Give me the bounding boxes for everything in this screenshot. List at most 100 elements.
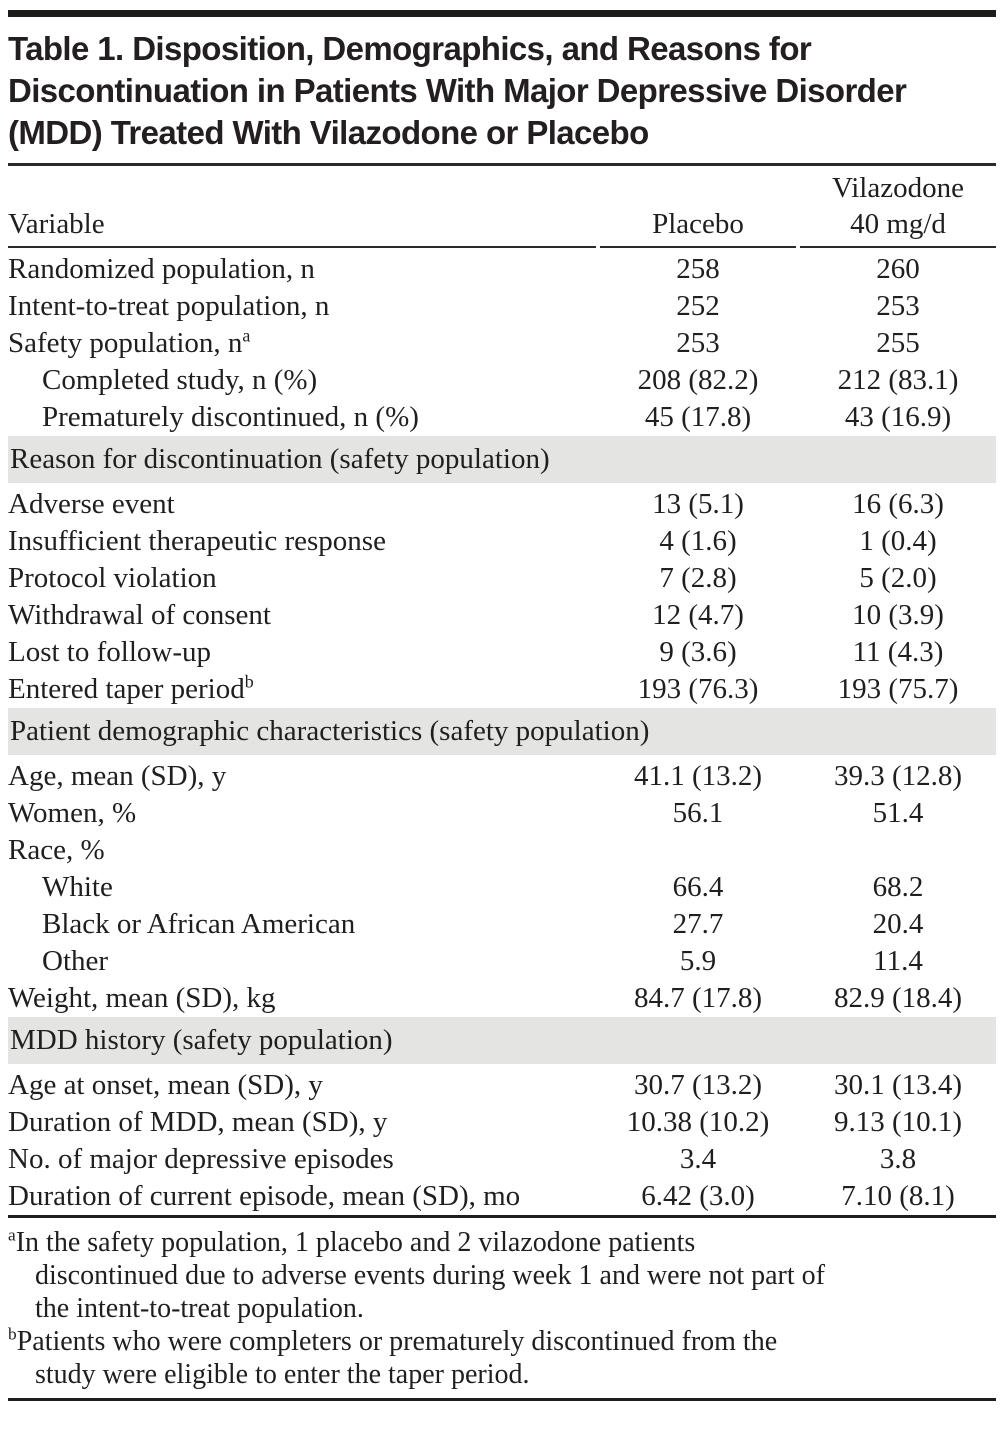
table-row: Other 5.9 11.4 <box>8 943 996 980</box>
row-label: Withdrawal of consent <box>8 599 271 631</box>
table-row: No. of major depressive episodes 3.4 3.8 <box>8 1141 996 1178</box>
placebo-value: 208 (82.2) <box>637 364 759 396</box>
table-row: Age, mean (SD), y 41.1 (13.2) 39.3 (12.8) <box>8 755 996 795</box>
top-rule <box>8 10 996 17</box>
header-vilazodone-line2: 40 mg/d <box>850 208 946 240</box>
placebo-value: 45 (17.8) <box>644 401 752 433</box>
placebo-value: 252 <box>676 290 720 322</box>
placebo-value: 66.4 <box>672 871 724 903</box>
section-label: MDD history (safety population) <box>8 1017 996 1064</box>
row-label: Women, % <box>8 797 137 829</box>
row-label: Weight, mean (SD), kg <box>8 982 276 1014</box>
vilazodone-value: 82.9 (18.4) <box>833 982 963 1014</box>
placebo-value: 6.42 (3.0) <box>641 1180 755 1212</box>
vilazodone-value: 193 (75.7) <box>837 673 959 705</box>
table-row: Lost to follow-up 9 (3.6) 11 (4.3) <box>8 634 996 671</box>
section-label: Reason for discontinuation (safety popul… <box>8 436 996 483</box>
vilazodone-value: 212 (83.1) <box>837 364 959 396</box>
row-label: Intent-to-treat population, n <box>8 290 330 322</box>
placebo-value: 13 (5.1) <box>652 488 744 520</box>
row-label: Randomized population, n <box>8 253 315 285</box>
table-title: Table 1. Disposition, Demographics, and … <box>8 28 996 166</box>
header-variable: Variable <box>8 170 596 248</box>
placebo-value: 41.1 (13.2) <box>633 760 763 792</box>
table-row: Prematurely discontinued, n (%) 45 (17.8)… <box>8 399 996 436</box>
footnote-line: aIn the safety population, 1 placebo and… <box>8 1225 696 1258</box>
row-label: Insufficient therapeutic response <box>8 525 386 557</box>
row-label: Duration of MDD, mean (SD), y <box>8 1106 388 1138</box>
row-label: White <box>42 871 113 903</box>
footnotes: aIn the safety population, 1 placebo and… <box>8 1218 996 1401</box>
data-table: Variable Placebo Vilazodone 40 mg/d Rand… <box>4 170 1000 1215</box>
table-title-line: (MDD) Treated With Vilazodone or Placebo <box>8 114 649 151</box>
vilazodone-value: 16 (6.3) <box>852 488 944 520</box>
row-label: Completed study, n (%) <box>42 364 318 396</box>
table-row: Insufficient therapeutic response 4 (1.6)… <box>8 523 996 560</box>
row-label: No. of major depressive episodes <box>8 1143 394 1175</box>
footnote-marker: b <box>244 671 254 692</box>
vilazodone-value: 10 (3.9) <box>852 599 944 631</box>
table-row: Completed study, n (%) 208 (82.2) 212 (83.… <box>8 362 996 399</box>
row-label: Adverse event <box>8 488 175 520</box>
table-row: Women, % 56.1 51.4 <box>8 795 996 832</box>
table-bottom-rule <box>8 1215 996 1218</box>
vilazodone-value: 11 (4.3) <box>852 636 944 668</box>
table-row: White 66.4 68.2 <box>8 869 996 906</box>
table-row: Duration of current episode, mean (SD), … <box>8 1178 996 1215</box>
table-row: Age at onset, mean (SD), y 30.7 (13.2) 30.… <box>8 1064 996 1104</box>
table-row: Intent-to-treat population, n 252 253 <box>8 288 996 325</box>
table-row: Duration of MDD, mean (SD), y 10.38 (10.2… <box>8 1104 996 1141</box>
table-row: Entered taper periodb 193 (76.3) 193 (75.7… <box>8 671 996 708</box>
section-label: Patient demographic characteristics (saf… <box>8 708 996 755</box>
vilazodone-value: 39.3 (12.8) <box>833 760 963 792</box>
table-row: Adverse event 13 (5.1) 16 (6.3) <box>8 483 996 523</box>
table-title-line: Table 1. Disposition, Demographics, and … <box>8 30 812 67</box>
placebo-value: 10.38 (10.2) <box>626 1106 770 1138</box>
footnote-line: study were eligible to enter the taper p… <box>35 1359 530 1390</box>
table-row: Protocol violation 7 (2.8) 5 (2.0) <box>8 560 996 597</box>
vilazodone-value: 20.4 <box>872 908 924 940</box>
section-row: MDD history (safety population) <box>8 1017 996 1064</box>
placebo-value: 3.4 <box>679 1143 717 1175</box>
header-row: Variable Placebo Vilazodone 40 mg/d <box>8 170 996 248</box>
header-vilazodone-line1: Vilazodone <box>832 172 964 204</box>
placebo-value: 193 (76.3) <box>637 673 759 705</box>
vilazodone-value: 51.4 <box>872 797 924 829</box>
placebo-value: 12 (4.7) <box>652 599 744 631</box>
row-label: Prematurely discontinued, n (%) <box>42 401 419 433</box>
header-vilazodone: Vilazodone 40 mg/d <box>800 170 996 248</box>
table-row: Black or African American 27.7 20.4 <box>8 906 996 943</box>
footnote-marker: a <box>8 1225 16 1245</box>
placebo-value: 253 <box>676 327 720 359</box>
placebo-value: 30.7 (13.2) <box>633 1069 763 1101</box>
row-label: Protocol violation <box>8 562 217 594</box>
row-label: Entered taper periodb <box>8 671 254 705</box>
vilazodone-value: 1 (0.4) <box>859 525 937 557</box>
placebo-value: 5.9 <box>679 945 717 977</box>
vilazodone-value: 255 <box>876 327 920 359</box>
placebo-value: 84.7 (17.8) <box>633 982 763 1014</box>
section-row: Reason for discontinuation (safety popul… <box>8 436 996 483</box>
placebo-value: 9 (3.6) <box>659 636 737 668</box>
placebo-value <box>600 832 796 869</box>
vilazodone-value: 30.1 (13.4) <box>833 1069 963 1101</box>
vilazodone-value: 43 (16.9) <box>844 401 952 433</box>
table-body: Randomized population, n 258 260 Intent-to-… <box>8 248 996 1215</box>
footnote-marker: b <box>8 1324 17 1344</box>
vilazodone-value: 3.8 <box>879 1143 917 1175</box>
placebo-value: 56.1 <box>672 797 724 829</box>
footnote-line: discontinued due to adverse events durin… <box>35 1260 825 1291</box>
table-row: Weight, mean (SD), kg 84.7 (17.8) 82.9 (18… <box>8 980 996 1017</box>
placebo-value: 4 (1.6) <box>659 525 737 557</box>
table-row: Race, % <box>8 832 996 869</box>
header-placebo: Placebo <box>600 170 796 248</box>
row-label: Black or African American <box>42 908 356 940</box>
vilazodone-value: 253 <box>876 290 920 322</box>
placebo-value: 27.7 <box>672 908 724 940</box>
table-header: Variable Placebo Vilazodone 40 mg/d <box>8 170 996 248</box>
vilazodone-value: 11.4 <box>873 945 923 977</box>
vilazodone-value: 9.13 (10.1) <box>833 1106 963 1138</box>
row-label: Duration of current episode, mean (SD), … <box>8 1180 521 1212</box>
section-row: Patient demographic characteristics (saf… <box>8 708 996 755</box>
